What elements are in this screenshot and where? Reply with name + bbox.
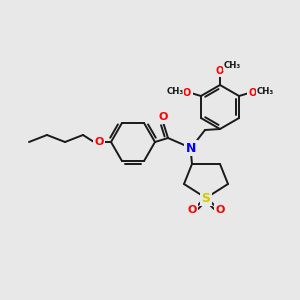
Text: O: O <box>187 205 197 215</box>
Text: CH₃: CH₃ <box>256 88 274 97</box>
Text: O: O <box>249 88 257 98</box>
Text: O: O <box>216 66 224 76</box>
Text: O: O <box>215 205 225 215</box>
Text: O: O <box>94 137 104 147</box>
Text: S: S <box>202 191 211 205</box>
Text: N: N <box>186 142 196 154</box>
Text: O: O <box>183 88 191 98</box>
Text: CH₃: CH₃ <box>224 61 241 70</box>
Text: CH₃: CH₃ <box>166 88 184 97</box>
Text: O: O <box>158 112 168 122</box>
